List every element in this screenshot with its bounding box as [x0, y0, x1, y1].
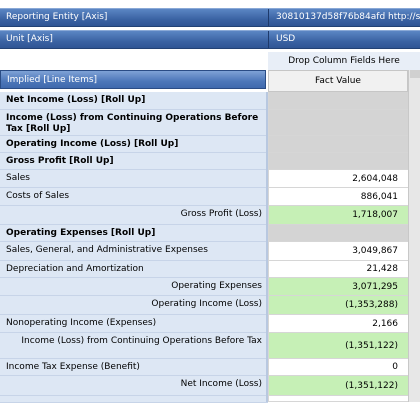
drop-column-fields-zone[interactable]: Drop Column Fields Here: [268, 52, 420, 70]
table-row: Income (Loss) from Continuing Operations…: [0, 333, 408, 359]
table-row: [0, 396, 408, 403]
table-row: Depreciation and Amortization 21,428: [0, 261, 408, 278]
fact-value-cell: [268, 110, 408, 136]
unit-axis-label: Unit [Axis]: [6, 34, 53, 44]
unit-axis-bar[interactable]: Unit [Axis] USD: [0, 30, 420, 49]
fact-value-cell[interactable]: (1,351,122): [268, 376, 408, 396]
row-label: Costs of Sales: [0, 188, 268, 206]
row-label: Nonoperating Income (Expenses): [0, 315, 268, 333]
row-label: Operating Income (Loss): [0, 296, 268, 315]
table-row: Gross Profit (Loss) 1,718,007: [0, 206, 408, 225]
row-label: Depreciation and Amortization: [0, 261, 268, 278]
row-label: Operating Income (Loss) [Roll Up]: [0, 136, 268, 153]
scroll-thumb[interactable]: [410, 70, 420, 78]
reporting-entity-axis-label: Reporting Entity [Axis]: [6, 12, 108, 22]
row-label: Income (Loss) from Continuing Operations…: [0, 110, 268, 136]
fact-value-cell[interactable]: (1,353,288): [268, 296, 408, 315]
row-label: Net Income (Loss): [0, 376, 268, 396]
fact-value-cell: [268, 396, 408, 402]
table-row: Operating Income (Loss) [Roll Up]: [0, 136, 408, 153]
row-label: Sales, General, and Administrative Expen…: [0, 242, 268, 261]
fact-value-cell[interactable]: 21,428: [268, 261, 408, 278]
row-label: Operating Expenses: [0, 278, 268, 296]
row-label: Gross Profit (Loss): [0, 206, 268, 225]
fact-value-cell[interactable]: 3,071,295: [268, 278, 408, 296]
row-label: Income Tax Expense (Benefit): [0, 359, 268, 376]
table-row: Income Tax Expense (Benefit) 0: [0, 359, 408, 376]
fact-value-cell[interactable]: 0: [268, 359, 408, 376]
table-row: Gross Profit [Roll Up]: [0, 153, 408, 170]
table-row: Nonoperating Income (Expenses) 2,166: [0, 315, 408, 333]
table-row: Costs of Sales 886,041: [0, 188, 408, 206]
column-header-fact-value[interactable]: Fact Value: [268, 70, 408, 92]
fact-value-cell[interactable]: 2,166: [268, 315, 408, 333]
row-label: Operating Expenses [Roll Up]: [0, 225, 268, 242]
fact-value-cell: [268, 225, 408, 242]
axis-separator: [268, 9, 269, 26]
table-row: Net Income (Loss) [Roll Up]: [0, 92, 408, 110]
row-label: Gross Profit [Roll Up]: [0, 153, 268, 170]
table-row: Sales 2,604,048: [0, 170, 408, 188]
row-label: Net Income (Loss) [Roll Up]: [0, 92, 268, 110]
reporting-entity-axis-value[interactable]: 30810137d58f76b84afd http://sta: [276, 12, 420, 22]
vertical-scrollbar[interactable]: [408, 70, 420, 402]
table-row: Operating Expenses 3,071,295: [0, 278, 408, 296]
fact-value-cell[interactable]: 1,718,007: [268, 206, 408, 225]
reporting-entity-axis-bar[interactable]: Reporting Entity [Axis] 30810137d58f76b8…: [0, 8, 420, 27]
table-row: Operating Expenses [Roll Up]: [0, 225, 408, 242]
fact-value-cell[interactable]: 3,049,867: [268, 242, 408, 261]
axis-separator: [268, 31, 269, 48]
table-row: Income (Loss) from Continuing Operations…: [0, 110, 408, 136]
fact-value-cell[interactable]: (1,351,122): [268, 333, 408, 359]
row-header-implied-line-items[interactable]: Implied [Line Items]: [0, 70, 266, 89]
table-row: Net Income (Loss) (1,351,122): [0, 376, 408, 396]
table-row: Sales, General, and Administrative Expen…: [0, 242, 408, 261]
fact-value-cell: [268, 136, 408, 153]
row-label: Income (Loss) from Continuing Operations…: [0, 333, 268, 359]
fact-value-cell[interactable]: 886,041: [268, 188, 408, 206]
fact-value-cell: [268, 153, 408, 170]
column-divider: [266, 92, 268, 402]
table-row: Operating Income (Loss) (1,353,288): [0, 296, 408, 315]
fact-value-cell: [268, 92, 408, 110]
row-label: Sales: [0, 170, 268, 188]
unit-axis-value[interactable]: USD: [276, 34, 296, 44]
fact-value-cell[interactable]: 2,604,048: [268, 170, 408, 188]
